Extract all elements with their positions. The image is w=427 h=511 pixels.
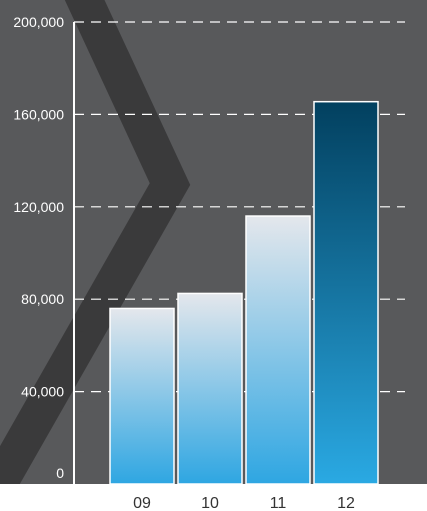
x-tick-label: 10 bbox=[201, 495, 219, 511]
x-tick-label: 11 bbox=[270, 495, 287, 511]
y-tick-labels: 0 40,000 80,000 120,000 160,000 200,000 bbox=[13, 14, 64, 481]
bar-11 bbox=[245, 215, 311, 485]
y-tick-label: 200,000 bbox=[13, 14, 64, 30]
bar-09 bbox=[109, 307, 175, 485]
y-tick-label: 160,000 bbox=[13, 106, 64, 122]
y-tick-label: 80,000 bbox=[21, 291, 64, 307]
y-tick-label: 40,000 bbox=[21, 384, 64, 400]
y-tick-label: 0 bbox=[56, 465, 64, 481]
x-tick-label: 12 bbox=[337, 495, 355, 511]
bar-12 bbox=[313, 100, 379, 485]
y-tick-label: 120,000 bbox=[13, 199, 64, 215]
bars bbox=[109, 100, 379, 485]
x-tick-label: 09 bbox=[133, 495, 151, 511]
chevron-decoration bbox=[0, 0, 191, 484]
x-tick-labels: 09 10 11 12 bbox=[133, 495, 355, 511]
bar-10 bbox=[177, 292, 243, 485]
